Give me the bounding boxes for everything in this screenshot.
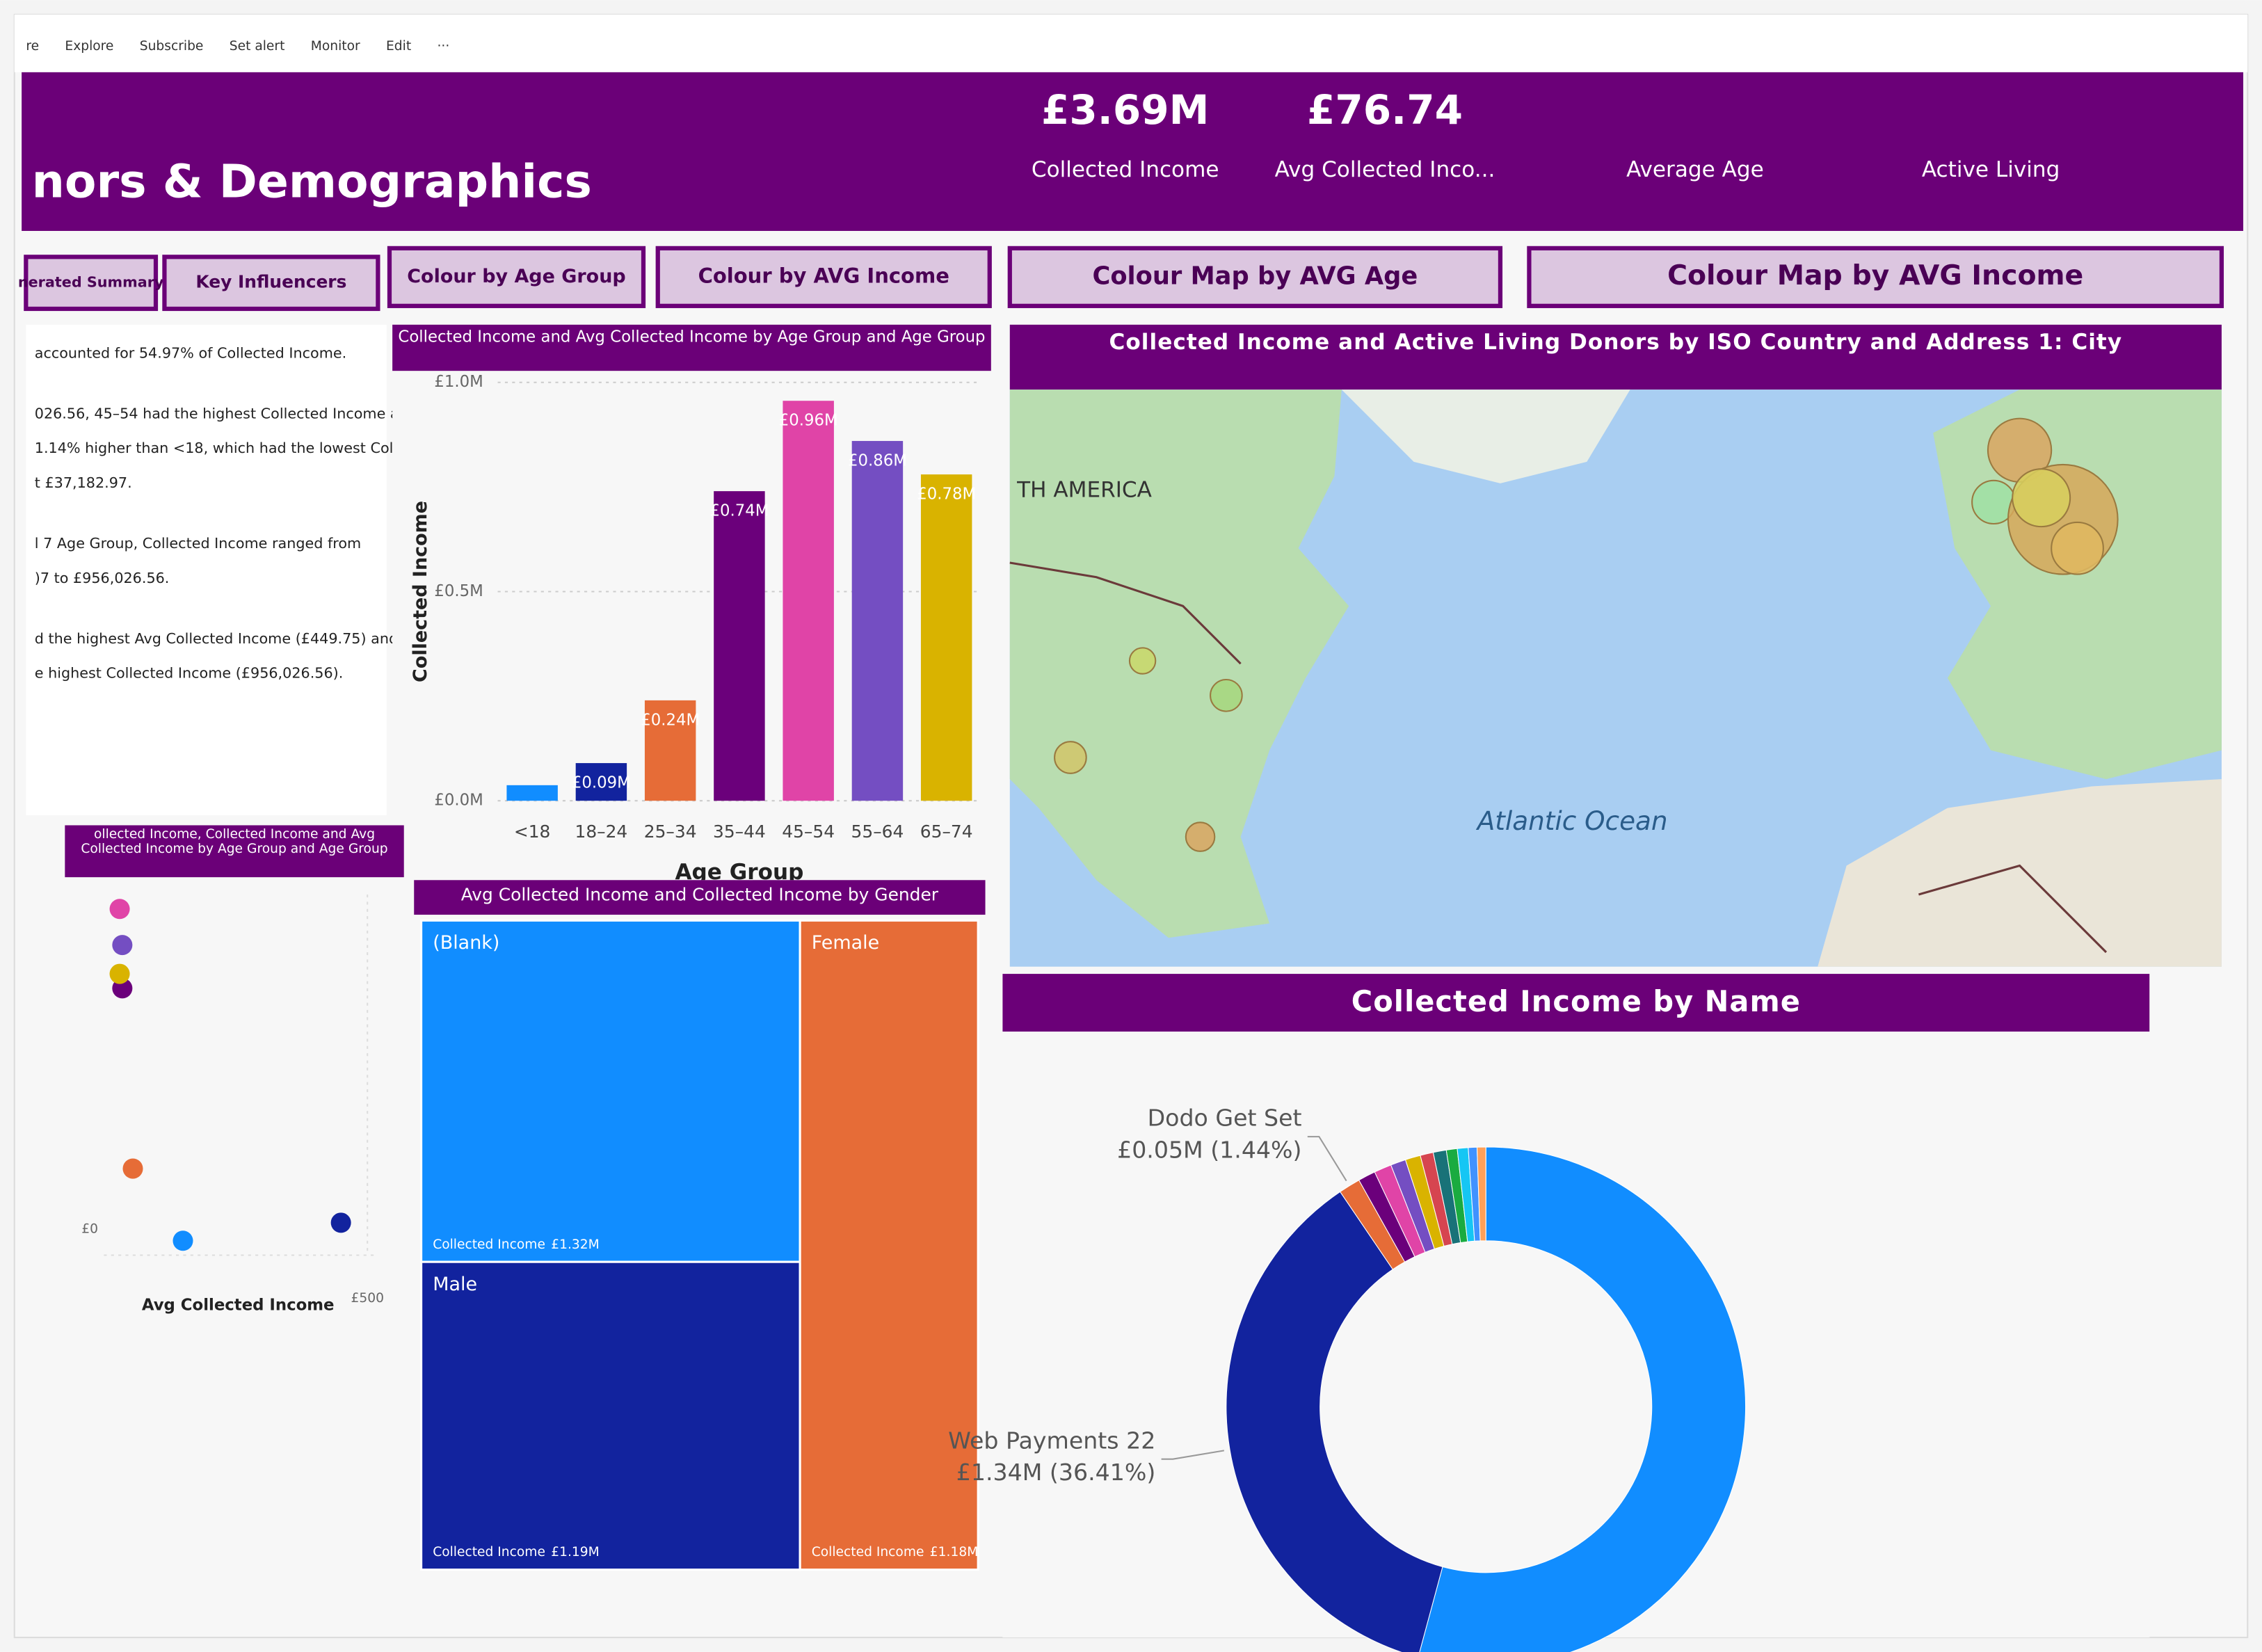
chart-title-box: Collected Income and Avg Collected Incom… — [392, 325, 991, 371]
kpi-label: Average Age — [1626, 157, 1764, 182]
data-label: £0.96M — [779, 412, 838, 430]
button-label[interactable]: nerated Summary — [18, 274, 164, 291]
chart-title: Collected Income and Active Living Donor… — [1010, 325, 2222, 355]
kpi-label: Avg Collected Inco... — [1275, 157, 1495, 182]
toolbar-item[interactable]: Explore — [65, 39, 113, 54]
slice-label: Web Payments 22 — [948, 1427, 1155, 1454]
x-tick-label: 18–24 — [575, 821, 628, 842]
scatter-point — [112, 935, 132, 955]
map-bubble — [2051, 522, 2103, 575]
button-label[interactable]: Colour Map by AVG Age — [1092, 262, 1418, 290]
map-bubble — [2012, 469, 2070, 527]
chart-title-box: ollected Income, Collected Income and Av… — [65, 825, 403, 877]
scatter-point — [331, 1212, 351, 1233]
value-prefix: Collected Income — [433, 1545, 545, 1559]
tile-label: (Blank) — [433, 932, 499, 954]
kpi-value: £76.74 — [1307, 86, 1463, 134]
scatter-point — [110, 899, 130, 919]
value-prefix: Collected Income — [812, 1545, 924, 1559]
button-label[interactable]: Colour Map by AVG Income — [1667, 259, 2083, 291]
data-label: £0.05M (1.44%) — [1117, 1136, 1301, 1163]
data-label: £0.24M — [641, 711, 700, 729]
x-tick-label: <18 — [514, 821, 551, 842]
y-tick-label: £1.0M — [434, 373, 483, 391]
kpi-label: Active Living — [1922, 157, 2060, 182]
toolbar-item[interactable]: re — [26, 39, 39, 54]
y-tick-label: £0 — [81, 1222, 98, 1237]
treemap-tile — [422, 920, 801, 1262]
narrative-line: 1.14% higher than <18, which had the low… — [35, 440, 438, 456]
data-label: £1.32M — [551, 1237, 600, 1252]
map-bubble — [1210, 680, 1242, 712]
data-label: £1.34M (36.41%) — [956, 1459, 1156, 1486]
button-label[interactable]: Colour by Age Group — [407, 266, 625, 287]
map-bubble — [1054, 741, 1086, 773]
data-label: £0.09M — [572, 774, 631, 792]
chart-title: ollected Income, Collected Income and Av… — [65, 825, 403, 858]
kpi-value: £3.69M — [1041, 86, 1209, 134]
toolbar-item[interactable]: Monitor — [311, 39, 360, 54]
x-tick-label: 45–54 — [782, 821, 835, 842]
bar — [852, 441, 903, 801]
page: { "toolbar": ["re", "Explore", "Subscrib… — [0, 0, 2262, 1652]
button-label[interactable]: Colour by AVG Income — [698, 264, 949, 287]
y-axis-title: Collected Income — [410, 501, 431, 682]
scatter-point — [173, 1230, 193, 1251]
x-axis-title: Avg Collected Income — [142, 1297, 335, 1315]
x-tick-label: 35–44 — [713, 821, 766, 842]
button-label[interactable]: Key Influencers — [195, 272, 346, 292]
chart-title: Avg Collected Income and Collected Incom… — [414, 880, 985, 906]
narrative-line: 026.56, 45–54 had the highest Collected … — [35, 405, 417, 422]
scatter-point — [110, 964, 130, 984]
bar — [921, 474, 972, 801]
y-tick-label: £0.5M — [434, 582, 483, 600]
y-tick-label: £0.0M — [434, 792, 483, 810]
bar — [783, 401, 833, 801]
narrative-line: t £37,182.97. — [35, 474, 132, 491]
data-label: £1.19M — [551, 1545, 600, 1559]
slice-label: Dodo Get Set — [1148, 1105, 1302, 1132]
chart-title-box: Collected Income and Active Living Donor… — [1010, 325, 2222, 390]
data-label: £0.86M — [848, 451, 907, 470]
chart-title-box: Collected Income by Name — [1002, 974, 2149, 1032]
panel — [1002, 974, 2149, 1637]
chart-title-box: Avg Collected Income and Collected Incom… — [414, 880, 985, 915]
data-label: £0.78M — [917, 486, 976, 504]
x-tick-label: 25–34 — [644, 821, 697, 842]
treemap-tile — [800, 920, 978, 1569]
toolbar-item[interactable]: Subscribe — [140, 39, 204, 54]
toolbar-item[interactable]: ··· — [437, 39, 449, 54]
chart-title: Collected Income and Avg Collected Incom… — [392, 325, 991, 347]
map-bubble — [1130, 648, 1155, 673]
chart-title: Collected Income by Name — [1002, 974, 2149, 1018]
map-bubble — [1186, 822, 1214, 851]
narrative-line: l 7 Age Group, Collected Income ranged f… — [35, 535, 361, 552]
tile-label: Female — [812, 932, 879, 954]
narrative-line: accounted for 54.97% of Collected Income… — [35, 344, 346, 361]
bar — [714, 491, 764, 801]
report-title: nors & Demographics — [32, 154, 592, 209]
toolbar-item[interactable]: Edit — [386, 39, 411, 54]
narrative-line: e highest Collected Income (£956,026.56)… — [35, 665, 344, 682]
kpi-label: Collected Income — [1032, 157, 1219, 182]
x-tick-label: £500 — [351, 1291, 383, 1306]
narrative-line: d the highest Avg Collected Income (£449… — [35, 630, 428, 647]
x-tick-label: 65–74 — [920, 821, 973, 842]
tile-label: Male — [433, 1274, 477, 1295]
treemap-tile — [422, 1262, 801, 1569]
scatter-point — [122, 1159, 143, 1179]
value-prefix: Collected Income — [433, 1237, 545, 1252]
map-label: TH AMERICA — [1016, 477, 1152, 502]
data-label: £0.74M — [709, 502, 769, 520]
x-tick-label: 55–64 — [851, 821, 904, 842]
map-label: Atlantic Ocean — [1476, 805, 1668, 836]
dashboard: nors & Demographics re Explore Subscribe Se… — [0, 0, 2262, 1652]
toolbar-item[interactable]: Set alert — [230, 39, 285, 54]
data-label: £1.18M — [930, 1545, 979, 1559]
narrative-line: )7 to £956,026.56. — [35, 570, 170, 586]
bar — [506, 785, 557, 801]
